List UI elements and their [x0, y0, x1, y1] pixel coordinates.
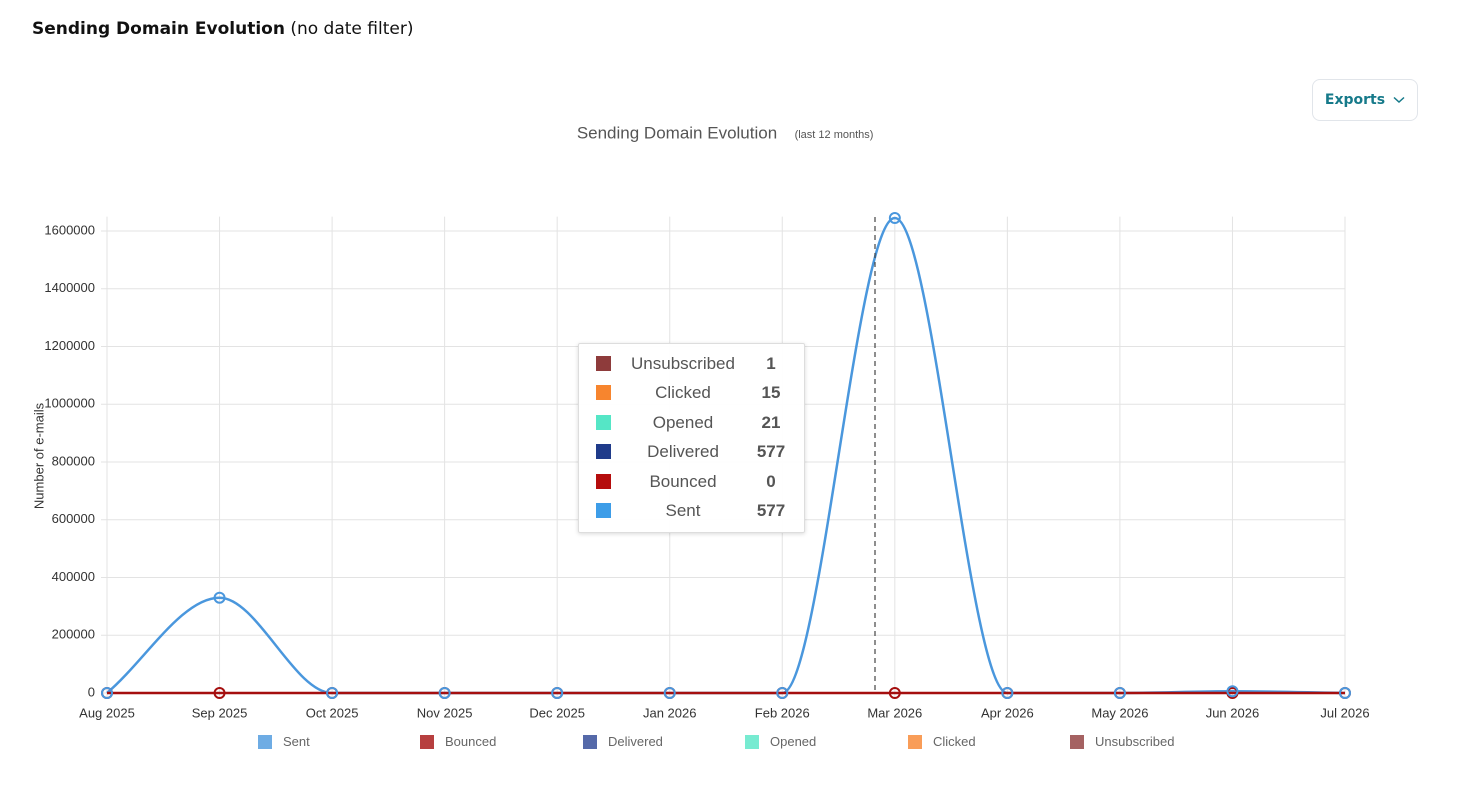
y-tick-label: 200000: [52, 627, 95, 642]
tooltip-value: 0: [766, 471, 776, 491]
x-tick-label: Dec 2025: [529, 705, 585, 720]
data-point: [213, 687, 226, 699]
data-point: [776, 687, 789, 699]
legend-swatch: [1070, 735, 1084, 749]
data-point: [438, 687, 451, 699]
y-tick-label: 1600000: [44, 222, 95, 237]
chart-subtitle: (last 12 months): [795, 129, 874, 141]
data-point: [1113, 687, 1126, 699]
y-tick-label: 1000000: [44, 396, 95, 411]
legend-label: Sent: [283, 734, 310, 749]
tooltip-swatch: [596, 473, 611, 489]
data-point: [1226, 687, 1239, 699]
heading-title: Sending Domain Evolution: [32, 19, 285, 39]
y-tick-label: 800000: [52, 453, 95, 468]
export-label: Exports: [1324, 92, 1386, 108]
data-point: [551, 687, 564, 699]
x-tick-label: Sep 2025: [192, 705, 248, 720]
tooltip-row: Sent 577: [579, 499, 804, 523]
data-point: [101, 687, 113, 699]
tooltip-row: Delivered 577: [579, 440, 804, 464]
data-point: [1226, 685, 1239, 698]
tooltip-swatch: [596, 444, 611, 460]
tooltip-name: Delivered: [647, 442, 719, 462]
tooltip-name: Opened: [652, 412, 714, 432]
legend-label: Bounced: [445, 734, 496, 749]
y-axis-label: Number of e-mails: [31, 402, 46, 509]
y-tick-label: 0: [88, 684, 95, 699]
data-point: [213, 591, 226, 604]
tooltip-name: Clicked: [655, 383, 711, 403]
data-point: [663, 687, 676, 699]
legend-label: Opened: [770, 734, 816, 749]
tooltip-swatch: [596, 503, 611, 518]
data-point: [1001, 687, 1014, 699]
data-point: [326, 687, 339, 699]
data-point: [101, 687, 113, 699]
legend-label: Clicked: [933, 734, 976, 749]
x-tick-label: Jan 2026: [643, 705, 697, 720]
data-point: [438, 687, 451, 699]
x-tick-label: Oct 2025: [306, 705, 359, 720]
tooltip: Unsubscribed 1 Clicked 15 Opened 21 Delivered 5…: [578, 343, 805, 533]
tooltip-value: 15: [761, 383, 781, 403]
x-tick-label: Mar 2026: [867, 705, 922, 720]
data-point: [888, 687, 901, 699]
data-point: [1339, 687, 1351, 699]
tooltip-value: 1: [766, 354, 776, 373]
data-point: [776, 687, 789, 699]
export-button[interactable]: Exports: [1312, 79, 1418, 121]
y-tick-label: 1200000: [44, 338, 95, 353]
y-tick-label: 1400000: [44, 280, 95, 295]
tooltip-swatch: [596, 385, 611, 401]
tooltip-value: 577: [756, 442, 786, 462]
tooltip-row: Unsubscribed 1: [579, 352, 804, 376]
data-point: [1339, 687, 1351, 699]
y-tick-label: 400000: [52, 569, 95, 584]
data-point: [663, 687, 676, 699]
chart-title: Sending Domain Evolution: [577, 123, 777, 142]
data-point: [551, 687, 564, 699]
x-tick-label: May 2026: [1091, 705, 1148, 720]
y-tick-label: 600000: [52, 511, 95, 526]
tooltip-row: Opened 21: [579, 411, 804, 435]
tooltip-row: Bounced 0: [579, 470, 804, 494]
legend-swatch: [258, 735, 272, 749]
x-tick-label: Aug 2025: [79, 705, 135, 720]
tooltip-name: Unsubscribed: [631, 354, 735, 373]
legend-swatch: [908, 735, 922, 749]
legend-swatch: [745, 735, 759, 749]
legend-swatch: [583, 735, 597, 749]
x-tick-label: Apr 2026: [981, 705, 1034, 720]
tooltip-swatch: [596, 356, 611, 371]
tooltip-name: Sent: [665, 501, 701, 520]
legend-label: Unsubscribed: [1095, 734, 1175, 749]
tooltip-value: 577: [756, 501, 786, 520]
tooltip-name: Bounced: [649, 471, 717, 491]
data-point: [1113, 687, 1126, 699]
tooltip-row: Clicked 15: [579, 381, 804, 405]
legend-swatch: [420, 735, 434, 749]
tooltip-swatch: [596, 414, 611, 430]
data-point: [1001, 687, 1014, 699]
x-tick-label: Feb 2026: [755, 705, 810, 720]
data-point: [888, 212, 901, 225]
page-heading: Sending Domain Evolution (no date filter…: [32, 19, 413, 39]
legend-label: Delivered: [608, 734, 663, 749]
chevron-icon: [1393, 96, 1405, 104]
x-tick-label: Jul 2026: [1320, 705, 1369, 720]
heading-note: (no date filter): [290, 19, 414, 39]
tooltip-value: 21: [761, 412, 781, 432]
x-tick-label: Jun 2026: [1206, 705, 1260, 720]
data-point: [326, 687, 339, 699]
x-tick-label: Nov 2025: [417, 705, 473, 720]
